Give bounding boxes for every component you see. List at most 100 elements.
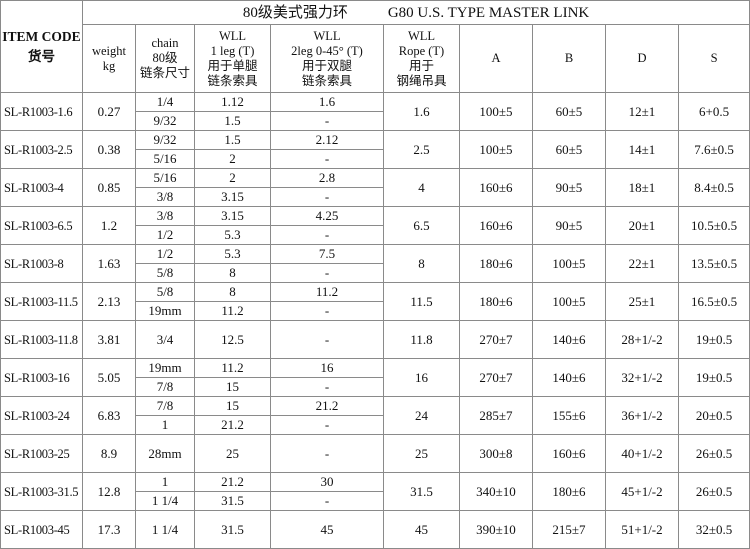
wll-1leg: 2: [194, 149, 271, 169]
header-item-code-cn: 货号: [28, 48, 55, 64]
wll-2leg: 16: [270, 358, 384, 378]
header-s: S: [677, 24, 750, 93]
header-wll-rope: WLL Rope (T) 用于 钢绳吊具: [383, 24, 460, 93]
chain-size: 7/8: [135, 396, 195, 416]
chain-size: 5/8: [135, 263, 195, 283]
dim-b: 155±6: [532, 396, 606, 435]
dim-a: 160±6: [459, 168, 533, 207]
chain-size: 3/8: [135, 206, 195, 226]
chain-size: 19mm: [135, 301, 195, 321]
header-chain-size-line: chain: [151, 36, 179, 50]
chain-size: 1 1/4: [135, 491, 195, 511]
wll-rope: 11.5: [383, 282, 460, 321]
chain-size: 5/8: [135, 282, 195, 302]
table-row: SL-R1003-11.5 2.13 5/8 8 11.2 11.5 180±6 100±5 2…: [0, 282, 750, 321]
wll-1leg: 12.5: [194, 320, 271, 359]
dim-s: 32±0.5: [677, 510, 750, 549]
table-row: SL-R1003-16 5.05 19mm 11.2 16 16 270±7 140±6 32+…: [0, 358, 750, 397]
table-row: SL-R1003-11.8 3.81 3/4 12.5-11.8 270±7 140±6 2…: [0, 320, 750, 359]
dim-a: 270±7: [459, 358, 533, 397]
wll-1leg: 15: [194, 396, 271, 416]
header-wll-2leg: WLL 2leg 0-45° (T) 用于双腿 链条索具: [270, 24, 384, 93]
dim-d: 14±1: [605, 130, 679, 169]
dim-a: 340±10: [459, 472, 533, 511]
dim-d: 40+1/-2: [605, 434, 679, 473]
dim-d: 20±1: [605, 206, 679, 245]
header-chain-size: chain 80级 链条尺寸: [135, 24, 195, 93]
header-wll-2leg-line: WLL: [313, 28, 341, 43]
dim-b: 140±6: [532, 358, 606, 397]
table-subrow: 19mm 11.2-: [1, 301, 750, 321]
dim-b: 60±5: [532, 130, 606, 169]
wll-2leg: 2.12: [270, 130, 384, 150]
dim-s: 26±0.5: [677, 472, 750, 511]
wll-1leg: 21.2: [194, 415, 271, 435]
weight: 6.83: [82, 396, 136, 435]
header-chain-size-line: 链条尺寸: [139, 66, 190, 80]
header-wll-1leg-line: 1 leg (T): [210, 43, 255, 58]
dim-b: 60±5: [532, 92, 606, 131]
dim-b: 100±5: [532, 244, 606, 283]
dim-s: 13.5±0.5: [677, 244, 750, 283]
table-row: SL-R1003-8 1.63 1/2 5.3 7.5 8 180±6 100±5 22±1 13…: [0, 244, 750, 283]
item-code: SL-R1003-31.5: [0, 472, 83, 511]
wll-1leg: 5.3: [194, 225, 271, 245]
dim-a: 100±5: [459, 130, 533, 169]
item-code: SL-R1003-24: [0, 396, 83, 435]
weight: 1.63: [82, 244, 136, 283]
wll-2leg: -: [270, 225, 384, 245]
weight: 3.81: [82, 320, 136, 359]
header-wll-rope-line: 钢绳吊具: [396, 73, 447, 88]
dim-s: 7.6±0.5: [677, 130, 750, 169]
wll-1leg: 11.2: [194, 358, 271, 378]
item-code: SL-R1003-4: [0, 168, 83, 207]
wll-1leg: 31.5: [194, 510, 271, 549]
header-wll-2leg-line: 2leg 0-45° (T): [291, 43, 363, 58]
wll-1leg: 25: [194, 434, 271, 473]
header-wll-1leg-line: 用于单腿: [207, 58, 258, 73]
wll-rope: 2.5: [383, 130, 460, 169]
header-weight-line: kg: [102, 58, 116, 73]
table-subrow: 1 1/4 31.5-: [1, 491, 750, 511]
table-row: SL-R1003-31.5 12.8 1 21.2 30 31.5 340±10 180±6 4…: [0, 472, 750, 511]
wll-2leg: 2.8: [270, 168, 384, 188]
chain-size: 5/16: [135, 168, 195, 188]
header-wll-1leg-line: 链条索具: [207, 73, 258, 88]
header-wll-rope-line: Rope (T): [398, 43, 445, 58]
chain-size: 3/8: [135, 187, 195, 207]
item-code: SL-R1003-8: [0, 244, 83, 283]
dim-d: 25±1: [605, 282, 679, 321]
dim-s: 19±0.5: [677, 320, 750, 359]
chain-size: 9/32: [135, 130, 195, 150]
header-wll-2leg-line: 链条索具: [301, 73, 352, 88]
wll-1leg: 11.2: [194, 301, 271, 321]
dim-d: 36+1/-2: [605, 396, 679, 435]
header-wll-2leg-line: 用于双腿: [301, 58, 352, 73]
wll-rope: 45: [383, 510, 460, 549]
table-subrow: 5/8 8-: [1, 263, 750, 283]
wll-2leg: 7.5: [270, 244, 384, 264]
weight: 0.38: [82, 130, 136, 169]
table-row: SL-R1003-25 8.9 28mm 25-25 300±8 160±6 40+1/-2…: [0, 434, 750, 473]
dim-d: 12±1: [605, 92, 679, 131]
weight: 17.3: [82, 510, 136, 549]
dim-d: 51+1/-2: [605, 510, 679, 549]
header-wll-rope-line: WLL: [407, 28, 436, 43]
chain-size: 1: [135, 415, 195, 435]
wll-2leg: 30: [270, 472, 384, 492]
chain-size: 1/2: [135, 244, 195, 264]
dim-b: 160±6: [532, 434, 606, 473]
wll-2leg: 21.2: [270, 396, 384, 416]
chain-size: 5/16: [135, 149, 195, 169]
wll-1leg: 15: [194, 377, 271, 397]
wll-rope: 8: [383, 244, 460, 283]
wll-2leg: -: [270, 434, 384, 473]
wll-2leg: -: [270, 377, 384, 397]
wll-1leg: 1.5: [194, 130, 271, 150]
dim-b: 90±5: [532, 206, 606, 245]
dim-a: 285±7: [459, 396, 533, 435]
dim-d: 22±1: [605, 244, 679, 283]
wll-1leg: 3.15: [194, 206, 271, 226]
dim-s: 6+0.5: [677, 92, 750, 131]
